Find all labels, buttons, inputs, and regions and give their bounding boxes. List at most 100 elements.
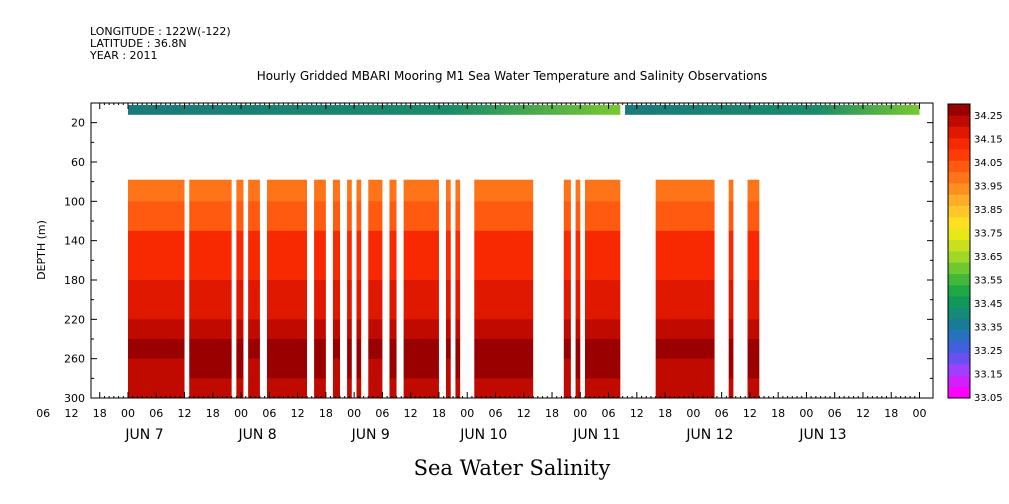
salinity-cell — [368, 339, 383, 360]
salinity-cell — [474, 201, 534, 232]
salinity-cell — [728, 358, 734, 379]
salinity-cell — [314, 358, 326, 379]
salinity-cell — [403, 358, 439, 379]
colorbar-swatch — [948, 330, 970, 342]
salinity-cell — [455, 319, 461, 340]
salinity-cell — [563, 319, 571, 340]
salinity-cell — [356, 280, 362, 320]
x-hour-label: 06 — [602, 407, 616, 420]
salinity-cell — [128, 280, 185, 320]
colorbar-swatch — [948, 273, 970, 286]
salinity-cell — [347, 201, 352, 232]
y-tick-label: 300 — [64, 392, 85, 405]
salinity-cell — [314, 378, 326, 399]
salinity-cell — [403, 179, 439, 202]
colorbar-swatch — [948, 296, 970, 308]
y-tick-label: 220 — [64, 313, 85, 326]
salinity-cell — [368, 378, 383, 399]
salinity-cell — [563, 280, 571, 320]
x-hour-label: 00 — [573, 407, 587, 420]
salinity-cell — [474, 230, 534, 281]
colorbar-swatch — [948, 217, 970, 229]
x-day-label: JUN 8 — [237, 427, 276, 443]
x-hour-label: 06 — [715, 407, 729, 420]
salinity-cell — [446, 339, 451, 360]
salinity-cell — [563, 339, 571, 360]
salinity-cell — [347, 280, 352, 320]
x-hour-label: 12 — [64, 407, 78, 420]
salinity-cell — [655, 280, 715, 320]
plot-frame — [90, 102, 934, 399]
salinity-cell — [128, 378, 185, 399]
x-hour-label: 12 — [630, 407, 644, 420]
x-hour-label: 00 — [460, 407, 474, 420]
salinity-cell — [575, 179, 581, 202]
longitude-label: LONGITUDE : 122W(-122) — [90, 25, 231, 38]
x-hour-label: 18 — [771, 407, 785, 420]
data-column — [446, 179, 451, 399]
salinity-cell — [728, 378, 734, 399]
data-column — [389, 179, 397, 399]
salinity-cell — [728, 339, 734, 360]
salinity-cell — [655, 319, 715, 340]
salinity-cell — [248, 339, 260, 360]
x-hour-label: 00 — [121, 407, 135, 420]
salinity-cell — [728, 280, 734, 320]
salinity-cell — [575, 230, 581, 281]
salinity-cell — [575, 280, 581, 320]
salinity-cell — [347, 179, 352, 202]
colorbar-label: 33.35 — [974, 322, 1003, 333]
salinity-cell — [455, 339, 461, 360]
salinity-cell — [747, 280, 760, 320]
colorbar-swatch — [948, 352, 970, 365]
colorbar-label: 33.15 — [974, 369, 1003, 380]
salinity-cell — [584, 280, 621, 320]
salinity-cell — [332, 358, 341, 379]
data-column — [747, 179, 760, 399]
y-tick-label: 180 — [64, 274, 85, 287]
y-tick-label: 20 — [71, 117, 85, 130]
x-hour-label: 18 — [319, 407, 333, 420]
salinity-cell — [446, 378, 451, 399]
salinity-cell — [266, 280, 308, 320]
salinity-cell — [563, 179, 571, 202]
salinity-cell — [332, 378, 341, 399]
salinity-cell — [236, 339, 244, 360]
x-hour-label: 18 — [545, 407, 559, 420]
colorbar-swatch — [948, 228, 970, 240]
colorbar-swatch — [948, 205, 970, 218]
salinity-cell — [128, 230, 185, 281]
colorbar-label: 33.55 — [974, 275, 1003, 286]
x-hour-label: 12 — [517, 407, 531, 420]
salinity-cell — [248, 201, 260, 232]
salinity-cell — [455, 201, 461, 232]
data-column — [266, 179, 308, 399]
salinity-cell — [189, 230, 232, 281]
salinity-cell — [655, 230, 715, 281]
data-column — [728, 179, 734, 399]
colorbar-swatch — [948, 104, 970, 116]
x-hour-label: 18 — [884, 407, 898, 420]
data-column — [403, 179, 439, 399]
salinity-cell — [584, 378, 621, 399]
salinity-cell — [584, 339, 621, 360]
latitude-label: LATITUDE : 36.8N — [90, 37, 187, 50]
data-column — [575, 179, 581, 399]
salinity-cell — [128, 319, 185, 340]
colorbar-swatch — [948, 307, 970, 320]
salinity-cell — [314, 280, 326, 320]
salinity-cell — [266, 179, 308, 202]
salinity-cell — [446, 201, 451, 232]
salinity-cell — [236, 179, 244, 202]
salinity-cell — [747, 319, 760, 340]
x-hour-label: 06 — [149, 407, 163, 420]
x-hour-label: 06 — [36, 407, 50, 420]
salinity-cell — [368, 319, 383, 340]
salinity-cell — [314, 339, 326, 360]
x-hour-label: 00 — [347, 407, 361, 420]
salinity-cell — [747, 230, 760, 281]
salinity-cell — [356, 230, 362, 281]
year-label: YEAR : 2011 — [89, 49, 158, 62]
salinity-cell — [189, 339, 232, 360]
